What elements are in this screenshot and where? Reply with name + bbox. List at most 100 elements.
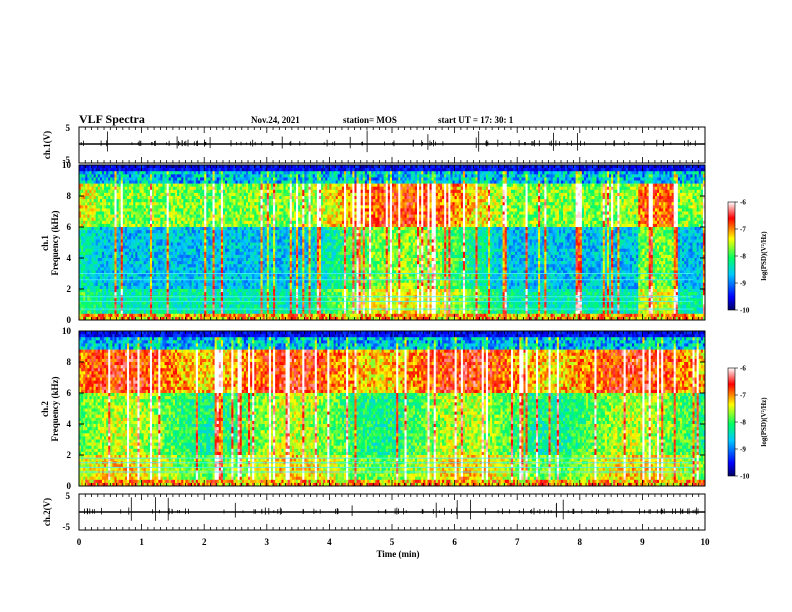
spectrogram-cell bbox=[129, 230, 132, 234]
spectrogram-cell bbox=[87, 223, 90, 228]
spectrogram-cell bbox=[212, 211, 215, 215]
spectrogram-cell bbox=[210, 236, 213, 240]
spectrogram-cell bbox=[91, 313, 94, 318]
spectrogram-cell bbox=[189, 261, 192, 265]
spectrogram-cell bbox=[262, 230, 266, 234]
spectrogram-cell bbox=[262, 214, 266, 218]
spectrogram-cell bbox=[179, 298, 182, 302]
spectrogram-cell bbox=[179, 236, 182, 240]
spectrogram-cell bbox=[241, 298, 245, 302]
spectrogram-cell bbox=[131, 261, 134, 265]
spectrogram-cell bbox=[252, 223, 255, 228]
spectrogram-cell bbox=[270, 168, 274, 172]
spectrogram-cell bbox=[183, 282, 186, 287]
spectrogram-cell bbox=[235, 254, 238, 259]
spectrogram-cell bbox=[197, 289, 201, 293]
spectrogram-cell bbox=[200, 245, 203, 249]
spectrogram-cell bbox=[141, 298, 144, 302]
spectrogram-cell bbox=[135, 251, 138, 256]
spectrogram-cell bbox=[237, 171, 240, 175]
spectrogram-cell bbox=[200, 168, 203, 172]
spectrogram-cell bbox=[193, 196, 197, 200]
spectrogram-cell bbox=[281, 165, 284, 169]
spectrogram-cell bbox=[122, 264, 126, 268]
spectrogram-cell bbox=[250, 289, 253, 293]
spectrogram-cell bbox=[200, 289, 203, 293]
spectrogram-cell bbox=[89, 208, 92, 212]
spectrogram-cell bbox=[135, 168, 138, 172]
spectrogram-cell bbox=[147, 230, 151, 234]
spectrogram-cell bbox=[275, 264, 278, 268]
spectrogram-cell bbox=[245, 242, 249, 246]
spectrogram-cell bbox=[193, 183, 197, 187]
spectrogram-cell bbox=[281, 227, 284, 231]
spectrogram-cell bbox=[79, 217, 82, 222]
spectrogram-cell bbox=[79, 276, 82, 280]
spectrogram-cell bbox=[118, 264, 122, 268]
spectrogram-cell bbox=[152, 220, 155, 225]
spectrogram-cell bbox=[85, 276, 88, 280]
spectrogram-cell bbox=[218, 285, 222, 290]
spectrogram-cell bbox=[239, 171, 243, 175]
spectrogram-cell bbox=[160, 313, 163, 318]
spectrogram-cell bbox=[189, 233, 192, 237]
spectrogram-cell bbox=[164, 304, 167, 308]
spectrogram-cell bbox=[273, 248, 276, 253]
spectrogram-cell bbox=[95, 248, 99, 253]
spectrogram-cell bbox=[164, 217, 167, 222]
spectrogram-cell bbox=[147, 276, 151, 280]
spectrogram-cell bbox=[181, 202, 184, 206]
spectrogram-cell bbox=[262, 261, 266, 265]
spectrogram-cell bbox=[179, 230, 182, 234]
spectrogram-cell bbox=[256, 202, 259, 206]
spectrogram-cell bbox=[85, 205, 88, 209]
spectrogram-cell bbox=[241, 282, 245, 287]
spectrogram-cell bbox=[264, 227, 268, 231]
spectrogram-cell bbox=[89, 301, 92, 305]
spectrogram-cell bbox=[83, 292, 86, 296]
spectrogram-cell bbox=[185, 292, 188, 296]
spectrogram-cell bbox=[139, 313, 142, 318]
spectrogram-cell bbox=[235, 189, 238, 194]
spectrogram-cell bbox=[212, 205, 215, 209]
spectrogram-cell bbox=[216, 196, 220, 200]
spectrogram-cell bbox=[164, 186, 167, 191]
spectrogram-cell bbox=[235, 186, 238, 191]
spectrogram-cell bbox=[218, 254, 222, 259]
spectrogram-cell bbox=[93, 273, 96, 277]
spectrogram-cell bbox=[218, 211, 222, 215]
spectrogram-cell bbox=[93, 223, 96, 228]
spectrogram-cell bbox=[258, 168, 261, 172]
spectrogram-cell bbox=[216, 264, 220, 268]
spectrogram-cell bbox=[270, 279, 274, 284]
spectrogram-cell bbox=[210, 239, 213, 243]
spectrogram-cell bbox=[216, 251, 220, 256]
spectrogram-cell bbox=[206, 199, 209, 203]
spectrogram-cell bbox=[216, 227, 220, 231]
spectrogram-cell bbox=[266, 205, 270, 209]
spectrogram-cell bbox=[256, 276, 259, 280]
spectrogram-cell bbox=[279, 168, 282, 172]
spectrogram-cell bbox=[195, 223, 199, 228]
spectrogram-cell bbox=[183, 248, 186, 253]
spectrogram-cell bbox=[152, 239, 155, 243]
spectrogram-cell bbox=[277, 211, 280, 215]
spectrogram-cell bbox=[177, 180, 180, 184]
spectrogram-cell bbox=[260, 292, 263, 296]
spectrogram-cell bbox=[124, 251, 128, 256]
spectrogram-cell bbox=[220, 165, 224, 169]
spectrogram-cell bbox=[218, 282, 222, 287]
spectrogram-cell bbox=[174, 289, 178, 293]
spectrogram-cell bbox=[268, 276, 272, 280]
spectrogram-cell bbox=[133, 298, 136, 302]
spectrogram-cell bbox=[139, 230, 142, 234]
spectrogram-cell bbox=[110, 183, 113, 187]
spectrogram-cell bbox=[174, 180, 178, 184]
spectrogram-cell bbox=[181, 310, 184, 315]
spectrogram-cell bbox=[245, 180, 249, 184]
spectrogram-cell bbox=[277, 168, 280, 172]
spectrogram-cell bbox=[191, 258, 195, 262]
spectrogram-cell bbox=[222, 245, 226, 249]
spectrogram-cell bbox=[245, 196, 249, 200]
spectrogram-cell bbox=[195, 282, 199, 287]
